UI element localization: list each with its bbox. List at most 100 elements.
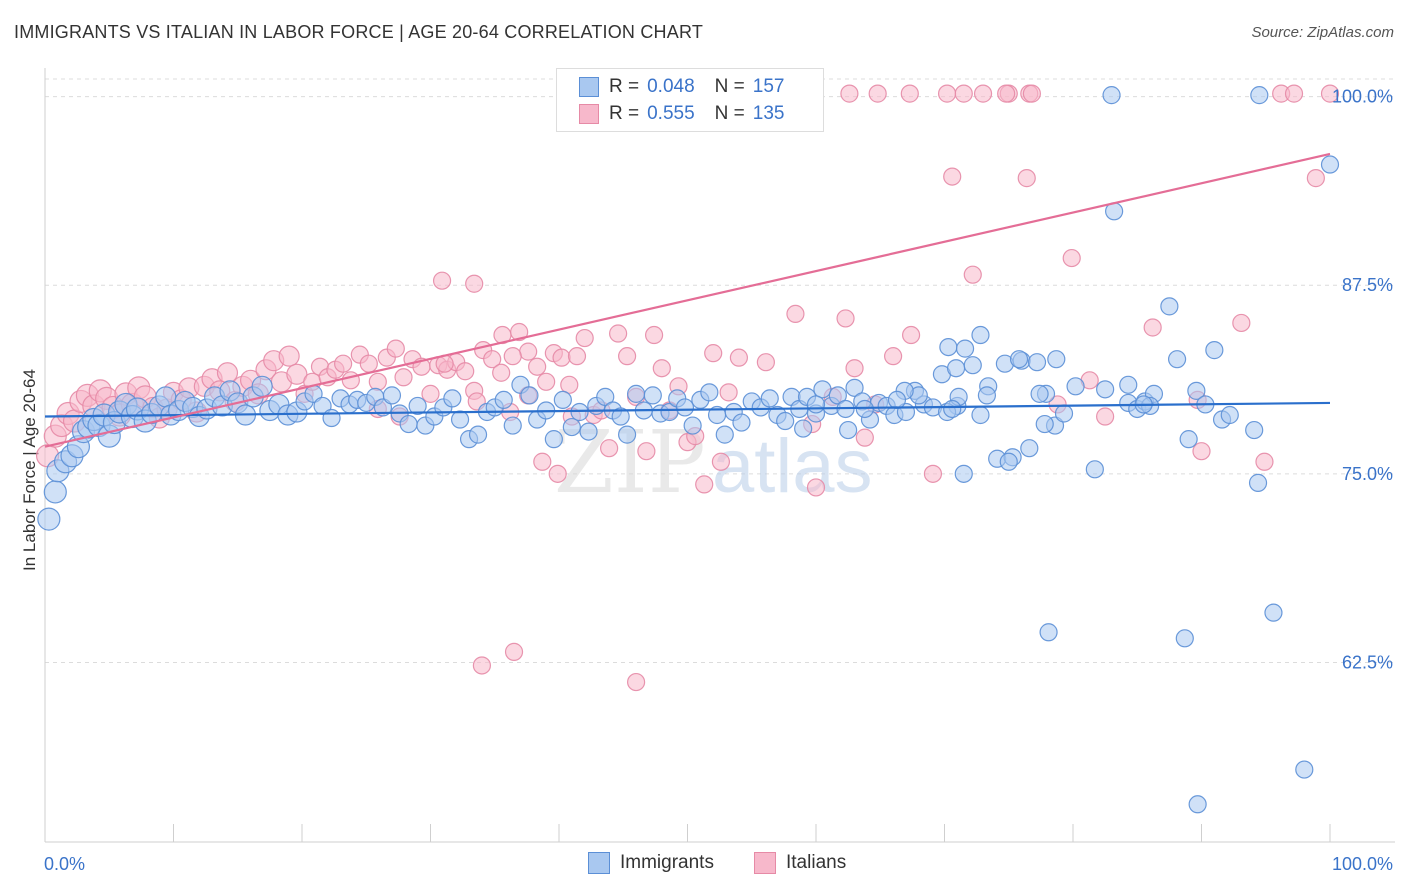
- italians-point: [836, 309, 855, 328]
- immigrants-point: [643, 386, 662, 405]
- immigrants-point: [1119, 375, 1138, 394]
- italians-point: [729, 348, 749, 367]
- immigrants-point: [553, 390, 572, 410]
- immigrants-point: [443, 389, 462, 408]
- immigrants-point: [596, 387, 615, 406]
- immigrants-point: [1167, 350, 1187, 369]
- italians-point: [806, 478, 826, 497]
- y-tick-label: 62.5%: [1342, 652, 1393, 672]
- immigrants-point: [1188, 795, 1207, 814]
- italians-swatch: [579, 104, 599, 124]
- immigrants-point: [1160, 297, 1179, 316]
- immigrants-point: [373, 398, 393, 417]
- italians-point: [456, 362, 475, 381]
- immigrants-point: [887, 390, 907, 410]
- italians-point: [575, 328, 594, 348]
- immigrants-point: [943, 399, 962, 419]
- immigrants-point: [963, 356, 982, 375]
- immigrants-point: [794, 419, 813, 438]
- immigrants-point: [675, 398, 695, 417]
- n-label: N =: [714, 103, 745, 124]
- immigrants-point: [1220, 405, 1239, 425]
- italians-point: [359, 354, 378, 373]
- italians-point: [973, 84, 993, 103]
- immigrants-point: [1264, 603, 1283, 622]
- italians-point: [711, 452, 731, 471]
- italians-point: [756, 353, 775, 372]
- italians-point: [472, 656, 491, 675]
- r-label: R =: [609, 76, 640, 97]
- italians-point: [1096, 407, 1115, 426]
- immigrants-point: [251, 375, 273, 397]
- italians-point: [954, 84, 973, 103]
- immigrants-swatch: [579, 77, 599, 97]
- italians-point: [901, 325, 921, 345]
- y-tick-label: 75.0%: [1342, 464, 1393, 484]
- chart-title: IMMIGRANTS VS ITALIAN IN LABOR FORCE | A…: [14, 22, 704, 42]
- legend-italians[interactable]: Italians: [754, 852, 846, 874]
- immigrants-point: [1039, 623, 1058, 642]
- immigrants-point: [955, 339, 975, 358]
- immigrants-point: [1320, 155, 1340, 174]
- immigrants-point: [450, 410, 470, 429]
- italians-point: [334, 354, 353, 373]
- italians-point: [341, 371, 360, 390]
- immigrants-point: [1047, 350, 1066, 369]
- immigrants-point: [971, 325, 990, 345]
- immigrants-point: [626, 384, 646, 403]
- immigrants-point: [1245, 420, 1264, 440]
- legend-immigrants-label: Immigrants: [620, 852, 714, 873]
- italians-point: [786, 304, 805, 324]
- italians-point: [644, 325, 664, 345]
- immigrants-point: [760, 389, 779, 408]
- immigrants-point: [813, 380, 832, 399]
- immigrants-point: [503, 416, 522, 435]
- immigrants-point: [1096, 380, 1115, 399]
- source-label: Source: ZipAtlas.com: [1251, 24, 1394, 41]
- italians-point: [560, 375, 579, 394]
- italians-point: [528, 357, 547, 376]
- immigrants-point: [618, 425, 637, 444]
- immigrants-point: [1054, 404, 1074, 423]
- axes: [44, 68, 1395, 843]
- italians-point: [537, 372, 556, 391]
- italians-point: [618, 347, 637, 366]
- italians-point: [1143, 318, 1162, 337]
- immigrants-point: [520, 386, 539, 405]
- italians-point: [900, 84, 919, 103]
- series-legend: Immigrants Italians: [0, 850, 1406, 880]
- italians-point: [1017, 169, 1036, 188]
- italians-swatch: [754, 852, 776, 874]
- legend-immigrants[interactable]: Immigrants: [588, 852, 714, 874]
- italians-point: [216, 362, 239, 384]
- italians-point: [855, 428, 874, 447]
- x-tick-label: 100.0%: [1332, 854, 1393, 874]
- immigrants-point: [1030, 384, 1049, 403]
- r-value: 0.555: [647, 103, 695, 124]
- immigrants-point: [776, 411, 795, 431]
- immigrants-point: [1179, 430, 1198, 449]
- immigrants-point: [382, 386, 402, 405]
- italians-point: [432, 271, 452, 290]
- immigrants-point: [939, 338, 958, 357]
- legend-italians-label: Italians: [786, 852, 847, 873]
- italians-point: [609, 324, 628, 343]
- immigrants-point: [1009, 350, 1029, 369]
- italians-point: [652, 359, 671, 378]
- italians-point: [695, 475, 714, 494]
- italians-point: [1284, 84, 1304, 103]
- italians-point: [997, 84, 1016, 103]
- legend-row-immigrants: R = 0.048 N = 157: [579, 73, 804, 101]
- italians-point: [719, 383, 738, 402]
- italians-point: [533, 452, 552, 471]
- y-tick-label: 87.5%: [1342, 275, 1393, 295]
- italians-point: [504, 642, 524, 661]
- immigrants-point: [322, 408, 341, 428]
- immigrants-point: [43, 480, 67, 504]
- immigrants-point: [683, 416, 702, 435]
- n-value: 157: [752, 76, 785, 97]
- italians-point: [386, 339, 405, 358]
- italians-point: [368, 372, 387, 391]
- italians-point: [465, 274, 484, 293]
- n-value: 135: [752, 103, 785, 124]
